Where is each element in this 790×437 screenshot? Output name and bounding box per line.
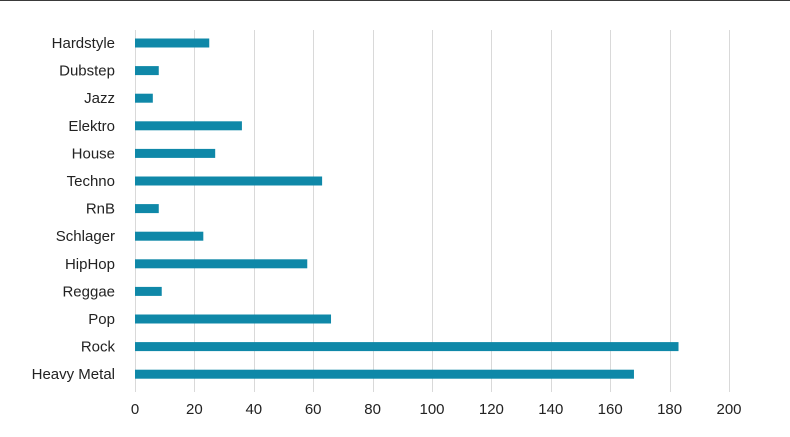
x-tick-label-200: 200 [716,401,741,418]
top-border-rule [0,0,790,1]
category-label-pop: Pop [88,311,115,328]
bar-jazz [135,93,153,103]
category-label-schlager: Schlager [56,228,115,245]
bar-techno [135,176,323,186]
x-tick-label-160: 160 [598,401,623,418]
gridlines [135,30,730,392]
x-tick-label-40: 40 [245,401,262,418]
x-tick-label-0: 0 [131,401,139,418]
x-tick-label-20: 20 [186,401,203,418]
bar-hiphop [135,259,308,269]
category-label-house: House [72,145,115,162]
category-label-hiphop: HipHop [65,256,115,273]
x-tick-label-60: 60 [305,401,322,418]
category-labels: Hardstyle Dubstep Jazz Elektro House Techno Rn… [32,35,116,383]
category-label-rock: Rock [81,339,116,356]
x-tick-label-80: 80 [364,401,381,418]
bar-house [135,148,216,158]
category-label-elektro: Elektro [68,118,115,135]
bar-elektro [135,121,242,131]
bar-rock [135,342,679,352]
x-tick-label-140: 140 [538,401,563,418]
bars [135,38,679,379]
bar-heavy-metal [135,369,634,379]
category-label-hardstyle: Hardstyle [52,35,115,52]
x-tick-label-180: 180 [657,401,682,418]
category-label-heavy-metal: Heavy Metal [32,366,115,383]
bar-reggae [135,286,162,296]
category-label-dubstep: Dubstep [59,63,115,80]
x-tick-label-100: 100 [419,401,444,418]
bar-rnb [135,204,159,214]
bar-hardstyle [135,38,210,48]
category-label-jazz: Jazz [84,90,115,107]
bar-dubstep [135,66,159,76]
category-label-rnb: RnB [86,201,115,218]
category-label-reggae: Reggae [62,283,115,300]
x-axis-tick-labels: 0 20 40 60 80 100 120 140 160 180 200 [131,401,742,418]
bar-pop [135,314,332,324]
bar-schlager [135,231,204,241]
x-tick-label-120: 120 [479,401,504,418]
category-label-techno: Techno [67,173,115,190]
